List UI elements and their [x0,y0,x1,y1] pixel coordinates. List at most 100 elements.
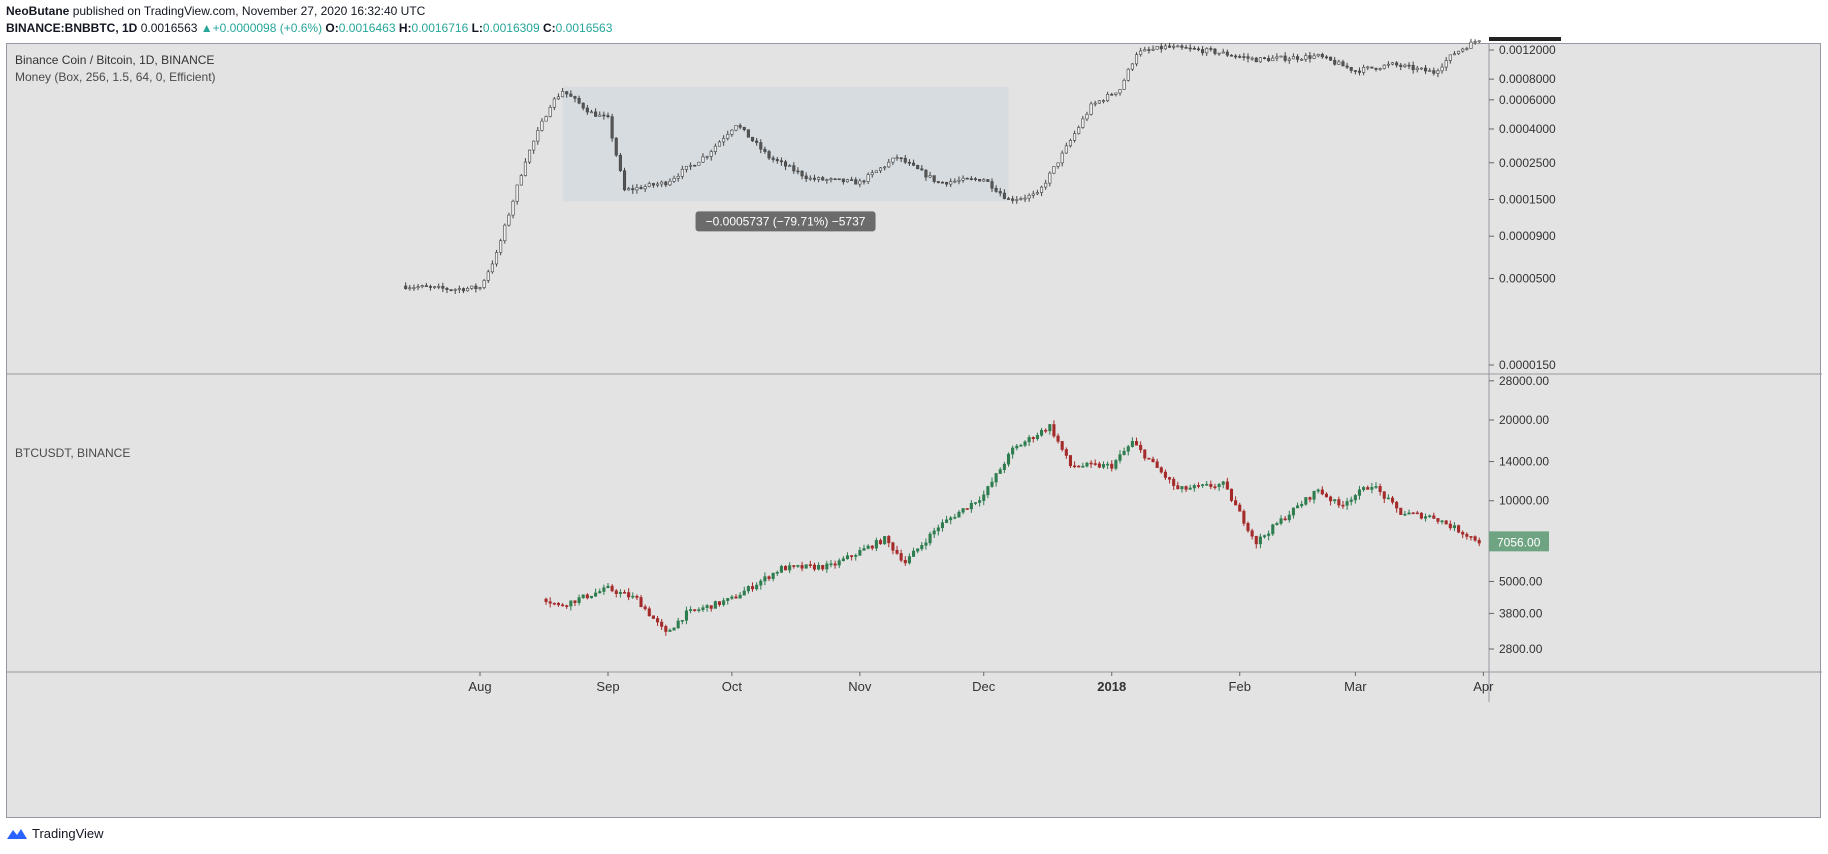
btc-candle [982,494,986,501]
author-name[interactable]: NeoButane [6,4,70,18]
time-tick-label: 2018 [1097,679,1126,694]
btc-candle [763,576,767,582]
bnb-candle [1110,94,1114,96]
btc-candle [635,595,639,598]
bnb-candle [1225,51,1229,56]
bnb-candle [697,161,701,166]
top-pane-title: Binance Coin / Bitcoin, 1D, BINANCE [15,53,215,67]
btc-candle [585,594,589,599]
btc-candle [1296,505,1300,509]
bnb-candle [606,115,610,117]
btc-candle [1217,484,1221,488]
btc-candle [1254,535,1258,545]
bnb-candle [1283,55,1287,61]
btc-candle [1419,512,1423,519]
btc-candle [833,563,837,566]
btc-candle [1304,497,1308,505]
indicator-label[interactable]: Money (Box, 256, 1.5, 64, 0, Efficient) [15,70,216,84]
btc-candle [837,560,841,566]
bnb-candle [1002,192,1006,199]
bnb-candle [742,126,746,130]
btc-candle [1184,486,1188,490]
bnb-candle [1134,54,1139,65]
btc-candle [614,590,618,594]
bnb-candle [577,98,581,104]
measure-box [562,86,1009,202]
bnb-candle [519,175,523,186]
low-value: 0.0016309 [482,21,540,35]
bnb-candle [1473,41,1477,43]
bnb-candle [437,286,441,288]
footer-brand[interactable]: TradingView [6,826,104,841]
btc-candle [1461,531,1465,535]
btc-candle [891,542,895,551]
bnb-candle [1345,65,1349,68]
bnb-candle [1329,56,1333,61]
bnb-candle [569,93,573,97]
bnb-candle [883,166,887,169]
btc-candle [1035,434,1039,440]
bnb-candle [478,287,482,289]
btc-candle [581,594,585,599]
btc-candle [1440,520,1444,523]
btc-candle [1192,485,1196,489]
bnb-candle [1378,68,1382,70]
bnb-candle [1143,49,1147,52]
bnb-candle [1168,45,1172,48]
btc-candle [656,618,660,623]
bnb-candle [1254,57,1258,63]
bnb-candle [1457,50,1461,55]
bnb-candle [940,181,944,184]
bnb-candle [1428,70,1432,72]
bnb-candle [726,134,730,139]
bnb-candle [515,184,519,202]
last-price: 0.0016563 [140,21,198,35]
price-change: +0.0000098 (+0.6%) [212,21,323,35]
bnb-candle [453,289,457,291]
btc-candle [1411,512,1415,515]
up-arrow-icon: ▲ [200,21,213,35]
bnb-candle [713,145,717,152]
bnb-candle [808,177,812,180]
bnb-candle [1411,65,1415,71]
top-price-tick-label: 0.0004000 [1499,122,1556,136]
btc-candle [627,592,631,598]
btc-candle [1349,499,1353,502]
btc-candle [1221,481,1225,485]
bnb-candle [1060,152,1064,164]
bnb-candle [1390,62,1395,65]
btc-candle [1291,507,1295,516]
btc-candle [1415,512,1419,515]
bnb-candle [1155,46,1159,50]
bnb-candle [635,187,639,191]
bnb-candle [556,96,560,100]
bnb-candle [544,116,548,122]
bnb-candle [581,102,585,109]
btc-candle [680,620,684,622]
bnb-candle [1234,55,1238,58]
btc-candle [920,545,924,550]
bnb-candle [986,179,990,182]
bnb-candle [408,287,412,290]
btc-candle [1378,486,1382,493]
btc-candle [1077,465,1081,468]
bnb-candle [672,177,676,182]
bnb-candle [449,289,453,291]
btc-candle [589,595,594,599]
bnb-candle [1432,70,1436,74]
bnb-candle [771,157,775,160]
btc-candle [1064,449,1068,456]
bnb-candle [862,180,866,183]
btc-candle [709,605,713,609]
close-label: C: [543,21,556,35]
bnb-candle [978,178,982,182]
bnb-candle [1341,61,1345,67]
bnb-candle [850,179,854,181]
bnb-candle [1477,40,1481,43]
bnb-candle [891,157,895,163]
bnb-candle [614,137,618,156]
bnb-candle [825,179,829,181]
btc-candle [664,626,668,632]
bnb-candle [1139,50,1143,55]
